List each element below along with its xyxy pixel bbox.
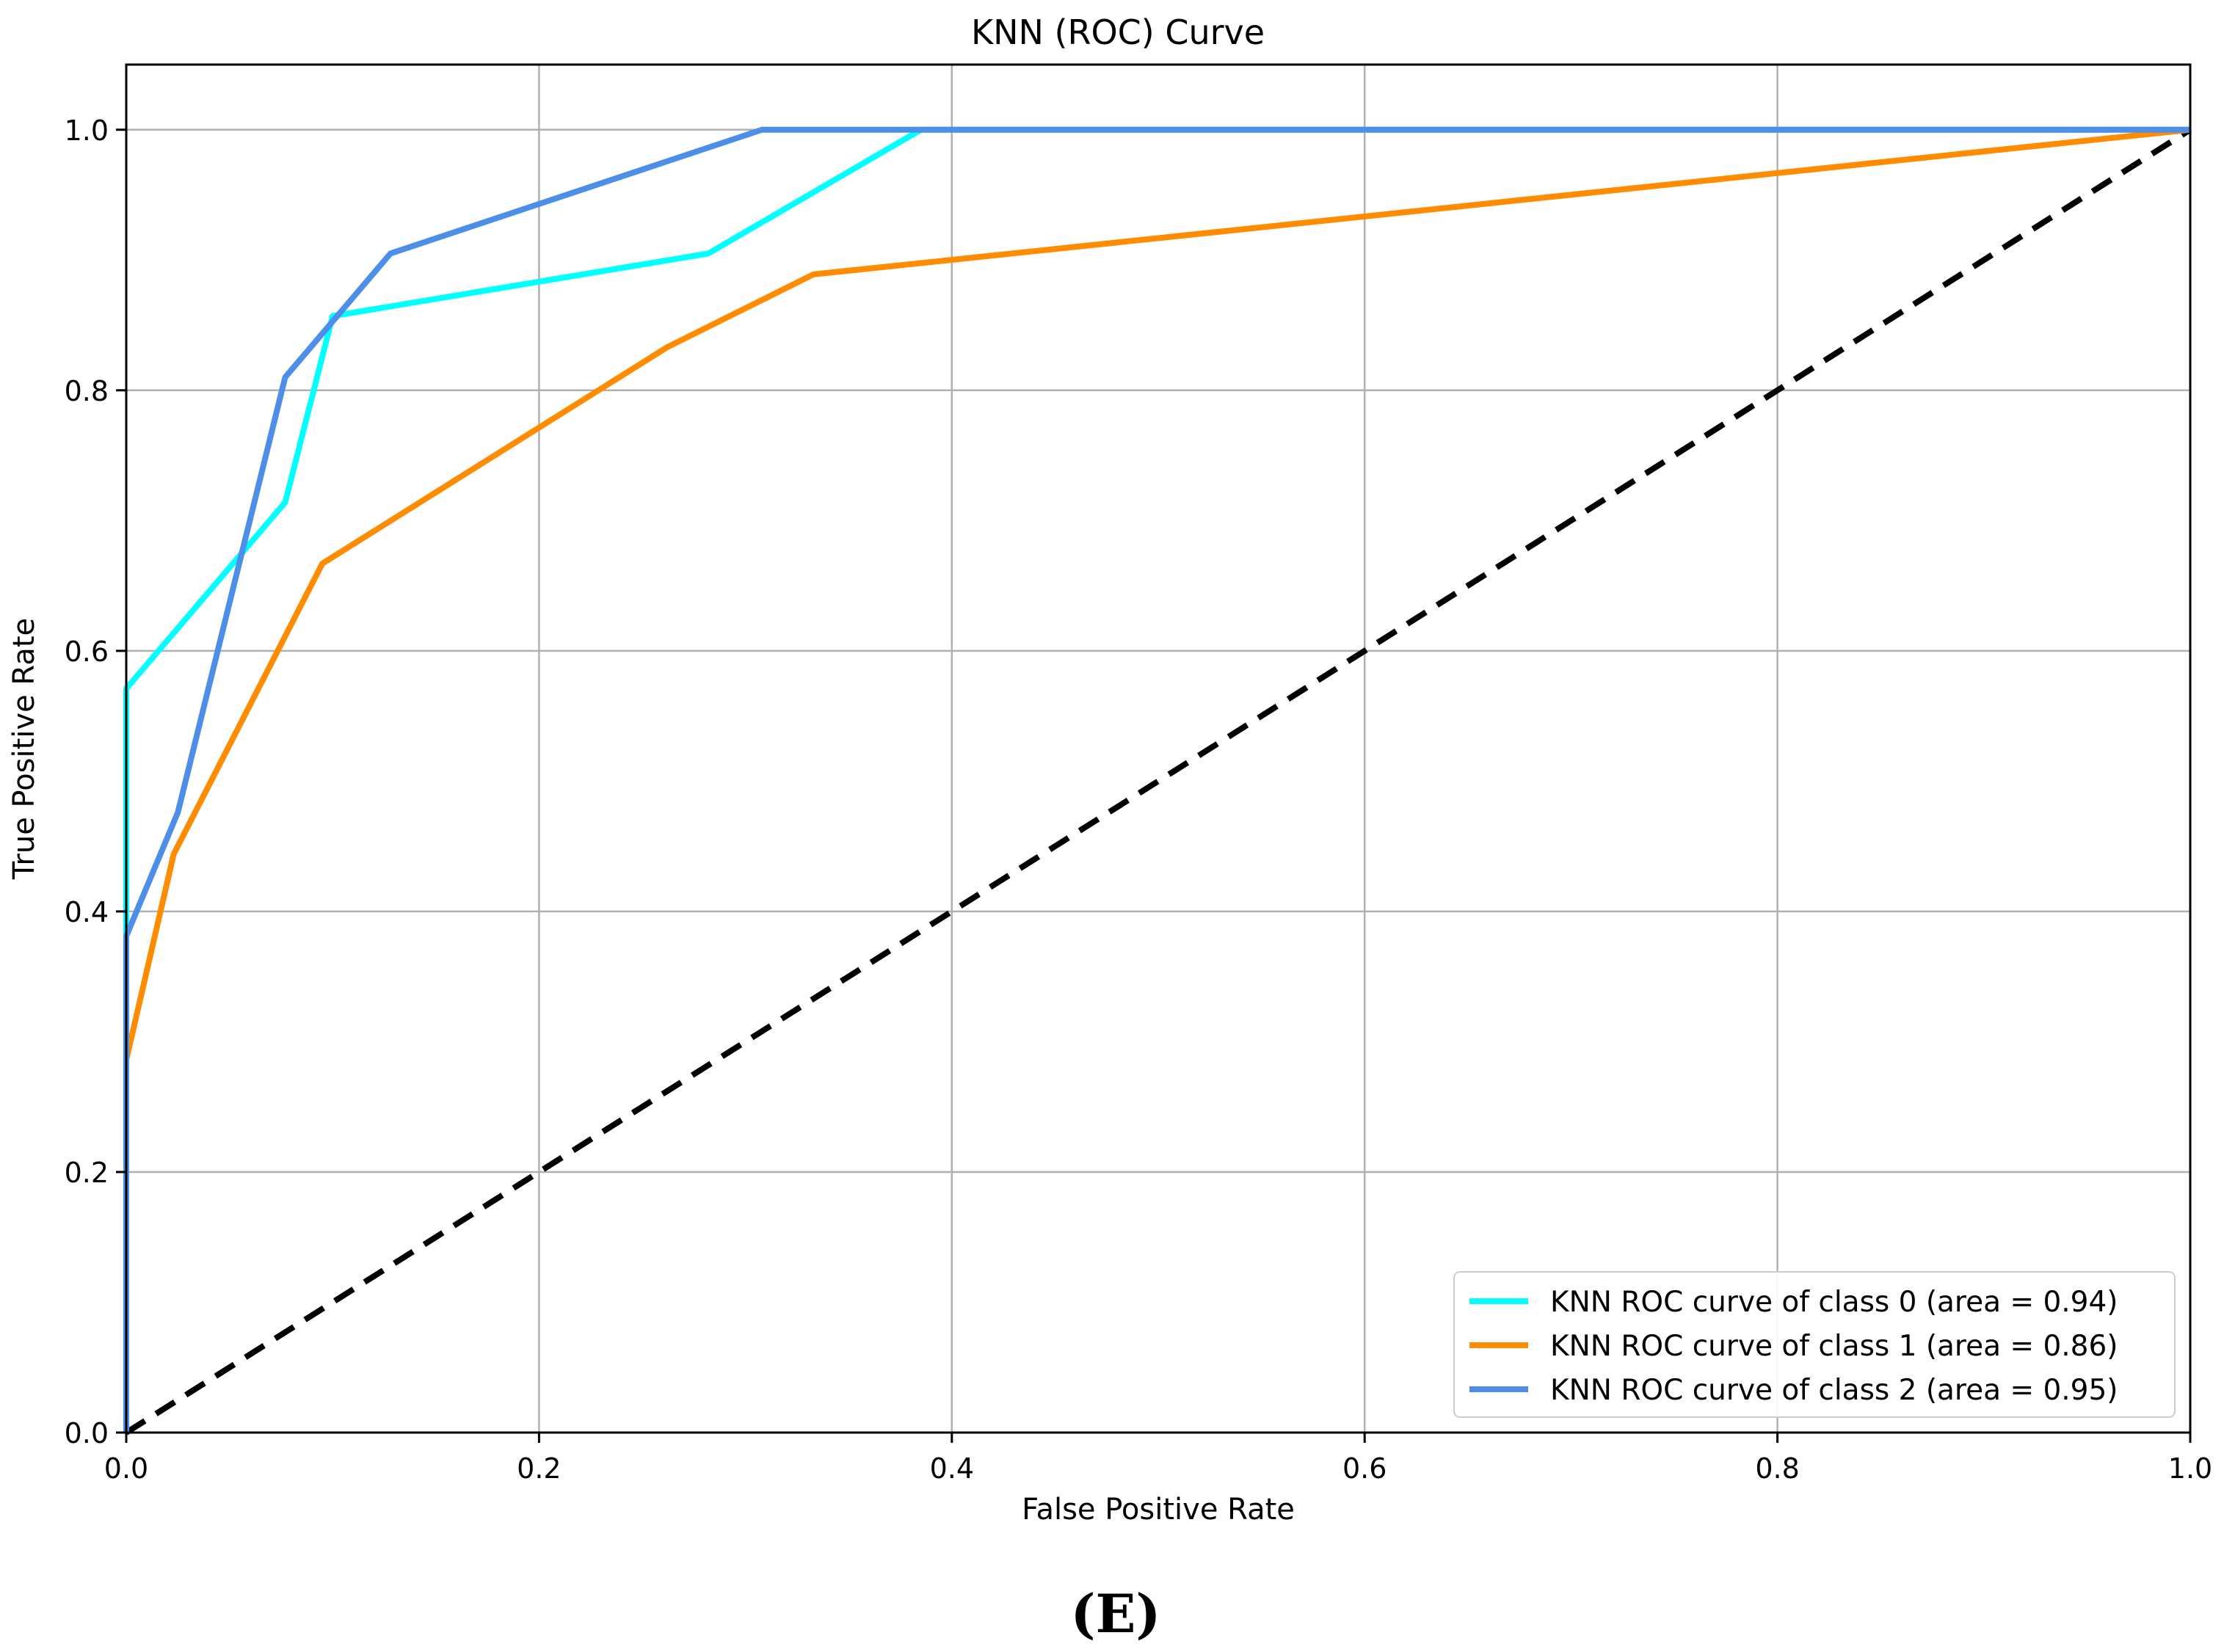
figure-caption: (E) [1070,1582,1160,1645]
y-tick-label: 0.4 [65,896,109,928]
x-tick-label: 0.2 [517,1452,561,1485]
x-tick-label: 0.0 [104,1452,148,1485]
chart-title: KNN (ROC) Curve [971,12,1265,52]
x-axis-label: False Positive Rate [1022,1493,1295,1527]
y-axis-ticks: 0.0 0.2 0.4 0.6 0.8 1.0 [65,114,126,1449]
x-tick-label: 0.4 [930,1452,974,1485]
reference-diagonal [124,127,2192,1436]
legend-label-class-2: KNN ROC curve of class 2 (area = 0.95) [1550,1374,2118,1407]
grid-lines [126,65,2190,1433]
y-tick-label: 0.8 [65,375,109,407]
x-tick-label: 0.8 [1755,1452,1799,1485]
y-tick-label: 0.6 [65,636,109,668]
legend-box [1453,1271,2176,1418]
legend: KNN ROC curve of class 0 (area = 0.94) KN… [1453,1271,2176,1418]
plot-frame [125,63,2192,1434]
y-tick-label: 1.0 [65,114,109,147]
x-tick-label: 0.6 [1342,1452,1387,1485]
x-tick-label: 1.0 [2168,1452,2212,1485]
y-axis-label: True Positive Rate [7,618,41,880]
legend-label-class-1: KNN ROC curve of class 1 (area = 0.86) [1550,1330,2118,1363]
legend-label-class-0: KNN ROC curve of class 0 (area = 0.94) [1550,1286,2118,1319]
x-axis-ticks: 0.0 0.2 0.4 0.6 0.8 1.0 [104,1433,2212,1485]
y-tick-label: 0.0 [65,1417,109,1449]
reference-diagonal-line [124,127,2192,1436]
y-tick-label: 0.2 [65,1157,109,1189]
